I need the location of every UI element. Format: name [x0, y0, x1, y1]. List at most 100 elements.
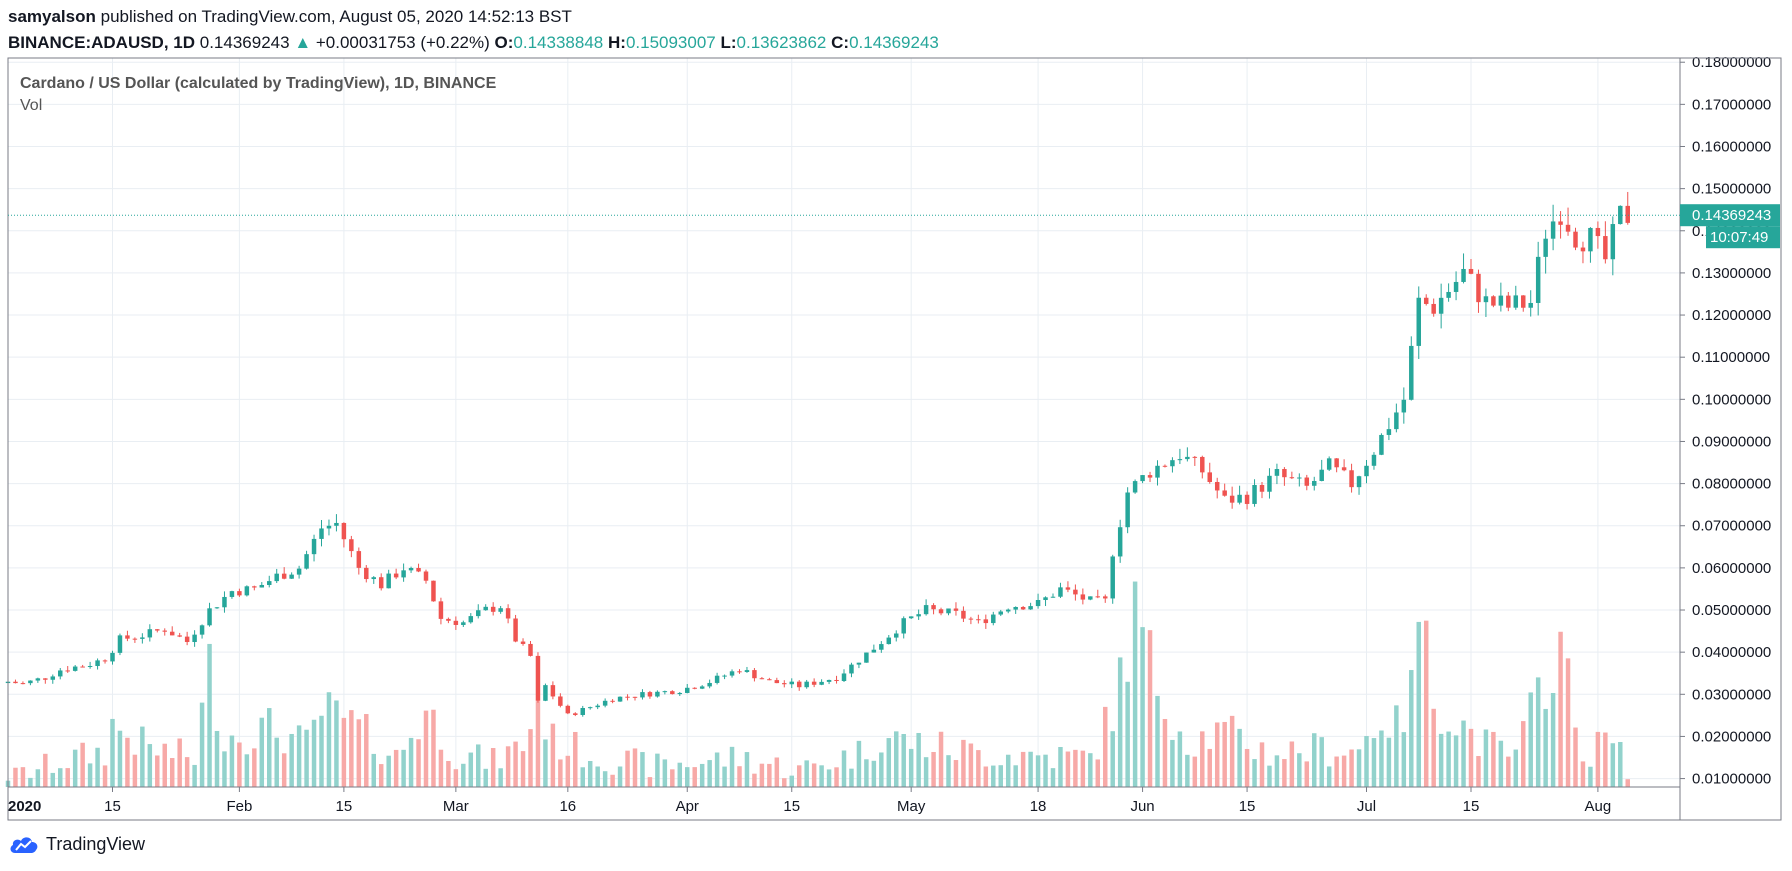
volume-bar	[95, 747, 100, 787]
candle-body	[1229, 495, 1235, 503]
volume-bar	[707, 760, 712, 787]
x-tick-label: 15	[783, 798, 800, 815]
candle-body	[401, 570, 406, 578]
candle-body	[879, 644, 884, 650]
volume-bar	[311, 719, 317, 787]
volume-bar	[1356, 749, 1362, 787]
candle-body	[871, 649, 877, 653]
y-tick-label: 0.04000000	[1692, 644, 1771, 661]
volume-bar	[1588, 766, 1593, 787]
candle-body	[267, 581, 272, 585]
candle-body	[587, 707, 593, 709]
volume-bar	[192, 764, 197, 787]
candle-body	[983, 619, 989, 624]
volume-bar	[505, 746, 511, 787]
candle-body	[692, 687, 697, 689]
volume-label: Vol	[20, 97, 42, 114]
candle-body	[759, 678, 765, 680]
candle-body	[184, 636, 190, 643]
volume-bar	[1252, 759, 1257, 787]
volume-bar	[1304, 761, 1310, 787]
candle-body	[1050, 596, 1056, 598]
candle-body	[1618, 205, 1623, 225]
volume-bar	[938, 731, 944, 787]
candle-body	[1125, 492, 1130, 528]
candle-body	[1401, 399, 1407, 413]
author-name[interactable]: samyalson	[8, 7, 96, 26]
candle-body	[1132, 481, 1138, 493]
last-price-tag	[1680, 204, 1780, 227]
candle-body	[1588, 227, 1593, 252]
candle-body	[498, 608, 503, 612]
candle-body	[110, 652, 115, 662]
volume-bar	[1207, 748, 1212, 787]
volume-bar	[1297, 753, 1302, 787]
y-tick-label: 0.09000000	[1692, 433, 1771, 450]
candle-body	[229, 591, 235, 597]
candle-body	[162, 630, 167, 632]
volume-bar	[1394, 705, 1399, 787]
candle-body	[505, 608, 511, 619]
brand-name[interactable]: TradingView	[46, 833, 146, 854]
candle-body	[789, 681, 794, 685]
candle-body	[319, 528, 324, 539]
candle-body	[349, 539, 354, 552]
volume-bar	[864, 759, 869, 787]
y-tick-label: 0.03000000	[1692, 686, 1771, 703]
y-tick-label: 0.11000000	[1692, 349, 1770, 366]
candle-body	[1200, 456, 1205, 473]
volume-bar	[1349, 749, 1354, 787]
volume-bar	[879, 752, 884, 787]
candlestick-chart[interactable]: 0.01000000 0.02000000 0.03000000 0.04000000…	[0, 0, 1792, 830]
candle-body	[274, 573, 279, 582]
candle-body	[1237, 494, 1242, 503]
candle-body	[1088, 596, 1093, 600]
candle-body	[923, 605, 929, 615]
candle-body	[364, 567, 369, 580]
candle-body	[595, 705, 600, 708]
volume-bar	[1438, 733, 1444, 787]
volume-bar	[1580, 761, 1586, 787]
volume-bar	[1543, 708, 1548, 787]
volume-bar	[476, 744, 481, 787]
volume-bar	[1192, 756, 1198, 787]
volume-bar	[1244, 748, 1250, 787]
candle-body	[580, 708, 585, 715]
volume-bar	[1229, 715, 1235, 787]
volume-bar	[28, 777, 33, 787]
candle-body	[58, 670, 63, 677]
volume-bar	[1282, 759, 1287, 787]
candle-body	[543, 685, 548, 701]
volume-bar	[1618, 741, 1623, 787]
candle-body	[1005, 609, 1011, 612]
candle-body	[998, 611, 1003, 615]
volume-bar	[1468, 728, 1474, 787]
volume-bar	[319, 715, 324, 787]
candle-body	[222, 596, 227, 608]
volume-bar	[267, 708, 272, 787]
price-change: +0.00031753 (+0.22%)	[315, 33, 490, 52]
volume-bar	[58, 768, 63, 787]
candle-body	[804, 681, 809, 688]
candle-body	[1326, 458, 1332, 470]
volume-bar	[535, 701, 541, 787]
volume-bar	[1162, 718, 1168, 787]
candle-body	[931, 605, 936, 610]
volume-bar	[961, 739, 966, 787]
candle-body	[237, 591, 242, 596]
volume-bar	[304, 729, 309, 787]
volume-bar	[841, 750, 847, 787]
candle-body	[386, 573, 391, 589]
volume-bar	[849, 768, 854, 787]
candle-body	[819, 681, 824, 685]
candle-body	[1580, 247, 1586, 252]
candle-body	[1603, 236, 1608, 260]
candle-body	[1543, 238, 1548, 257]
y-tick-label: 0.07000000	[1692, 518, 1771, 535]
candle-body	[1035, 600, 1041, 607]
candle-body	[744, 670, 750, 672]
volume-bar	[274, 737, 279, 787]
volume-bar	[819, 765, 824, 787]
volume-bar	[953, 760, 959, 787]
volume-bar	[102, 765, 108, 787]
